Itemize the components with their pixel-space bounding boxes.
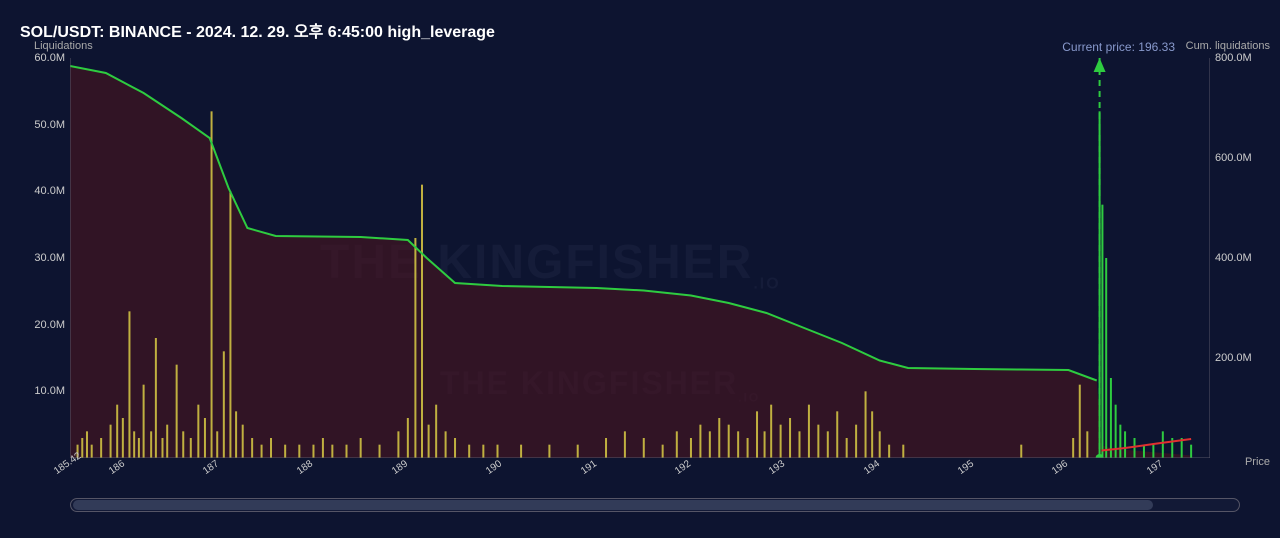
x-axis-tick: 197 xyxy=(1145,458,1165,477)
x-axis-label: Price xyxy=(1245,456,1270,468)
x-axis-tick: 193 xyxy=(767,458,787,477)
chart-scrollbar[interactable] xyxy=(70,498,1240,512)
y-left-tick: 50.0M xyxy=(20,119,65,131)
y-left-tick: 10.0M xyxy=(20,385,65,397)
chart-plot[interactable] xyxy=(70,58,1210,458)
chart-scrollbar-thumb[interactable] xyxy=(73,500,1153,510)
y-left-tick: 60.0M xyxy=(20,52,65,64)
x-axis-tick: 192 xyxy=(673,458,693,477)
y-right-tick: 200.0M xyxy=(1215,352,1260,364)
y-left-label: Liquidations xyxy=(34,40,93,52)
current-price-label: Current price: 196.33 xyxy=(1062,40,1175,54)
y-left-tick: 30.0M xyxy=(20,252,65,264)
y-right-tick: 800.0M xyxy=(1215,52,1260,64)
x-axis-tick: 188 xyxy=(295,458,315,477)
x-axis-tick: 196 xyxy=(1050,458,1070,477)
y-left-tick: 20.0M xyxy=(20,319,65,331)
x-axis-tick: 189 xyxy=(390,458,410,477)
x-axis-tick: 185.42 xyxy=(52,450,83,477)
x-axis-tick: 191 xyxy=(579,458,599,477)
y-right-label: Cum. liquidations xyxy=(1186,40,1270,52)
x-axis-tick: 190 xyxy=(484,458,504,477)
chart-title: SOL/USDT: BINANCE - 2024. 12. 29. 오후 6:4… xyxy=(20,18,495,42)
x-axis-tick: 194 xyxy=(862,458,882,477)
y-right-tick: 400.0M xyxy=(1215,252,1260,264)
x-axis-tick: 187 xyxy=(201,458,221,477)
y-left-tick: 40.0M xyxy=(20,185,65,197)
x-axis-tick: 195 xyxy=(956,458,976,477)
y-right-tick: 600.0M xyxy=(1215,152,1260,164)
x-axis-tick: 186 xyxy=(107,458,127,477)
